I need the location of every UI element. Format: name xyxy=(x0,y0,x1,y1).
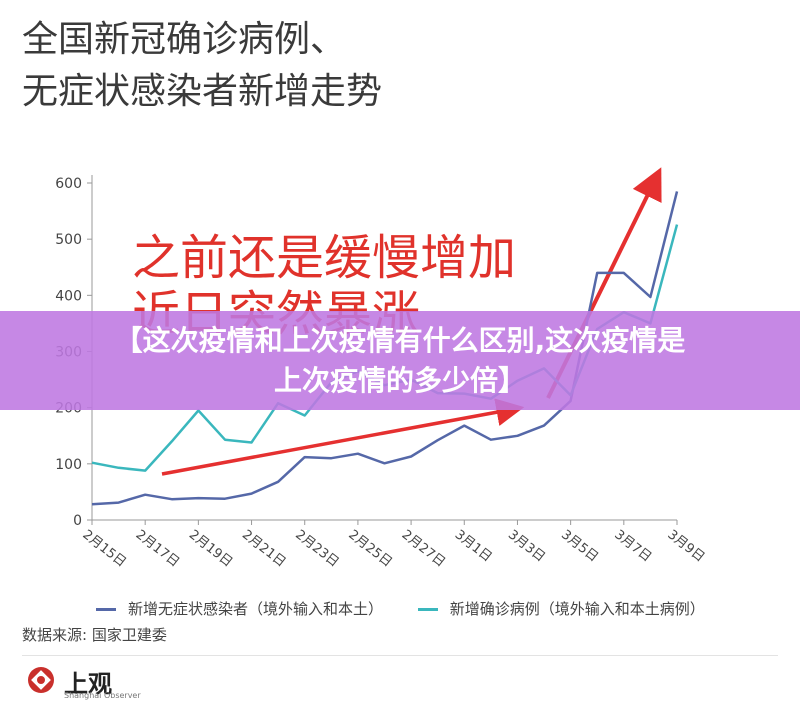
legend-item-asymptomatic: 新增无症状感染者（境外输入和本土） xyxy=(96,598,383,619)
x-tick-label: 2月27日 xyxy=(399,527,448,570)
chart-title-line-1: 全国新冠确诊病例、 xyxy=(22,19,347,60)
y-tick-label: 500 xyxy=(55,232,82,248)
annotation-text-slow: 之前还是缓慢增加 xyxy=(132,230,516,286)
legend-item-confirmed: 新增确诊病例（境外输入和本土病例） xyxy=(417,598,705,619)
x-tick-label: 2月19日 xyxy=(186,527,235,570)
legend-swatch-confirmed xyxy=(417,608,438,611)
chart-title-line-2: 无症状感染者新增走势 xyxy=(22,71,383,112)
footer-divider xyxy=(22,655,778,656)
x-tick-label: 2月23日 xyxy=(292,527,341,570)
legend-label-asymptomatic: 新增无症状感染者（境外输入和本土） xyxy=(128,600,384,618)
legend-label-confirmed: 新增确诊病例（境外输入和本土病例） xyxy=(449,600,705,618)
x-tick-label: 3月5日 xyxy=(558,527,601,565)
overlay-banner-line-1: 【这次疫情和上次疫情有什么区别,这次疫情是 xyxy=(114,324,686,357)
data-source: 数据来源: 国家卫建委 xyxy=(22,626,167,644)
x-tick-label: 2月15日 xyxy=(80,527,129,570)
chart-title: 全国新冠确诊病例、 无症状感染者新增走势 xyxy=(22,14,382,118)
x-tick-label: 2月21日 xyxy=(239,527,288,570)
x-tick-label: 3月3日 xyxy=(505,527,548,565)
overlay-banner-line-2: 上次疫情的多少倍】 xyxy=(273,364,526,397)
overlay-banner: 【这次疫情和上次疫情有什么区别,这次疫情是 上次疫情的多少倍】 xyxy=(0,311,800,410)
y-tick-label: 600 xyxy=(55,176,82,192)
y-tick-label: 0 xyxy=(73,513,82,529)
logo-name: 上观 xyxy=(64,670,112,698)
x-tick-label: 2月25日 xyxy=(345,527,394,570)
y-tick-label: 400 xyxy=(55,288,82,304)
chart-legend: 新增无症状感染者（境外输入和本土） 新增确诊病例（境外输入和本土病例） xyxy=(96,598,735,619)
x-tick-label: 3月9日 xyxy=(665,527,708,565)
line-chart: 01002003004005006002月15日2月17日2月19日2月21日2… xyxy=(55,167,708,570)
x-tick-label: 3月7日 xyxy=(611,527,654,565)
x-tick-label: 2月17日 xyxy=(133,527,182,570)
legend-swatch-asymptomatic xyxy=(96,608,116,611)
x-tick-label: 3月1日 xyxy=(452,527,495,565)
annotation-arrow-slow xyxy=(161,398,525,476)
y-tick-label: 100 xyxy=(55,457,82,473)
shanghai-observer-logo-icon xyxy=(28,667,54,693)
logo-subtitle: Shanghai Observer xyxy=(64,691,141,700)
